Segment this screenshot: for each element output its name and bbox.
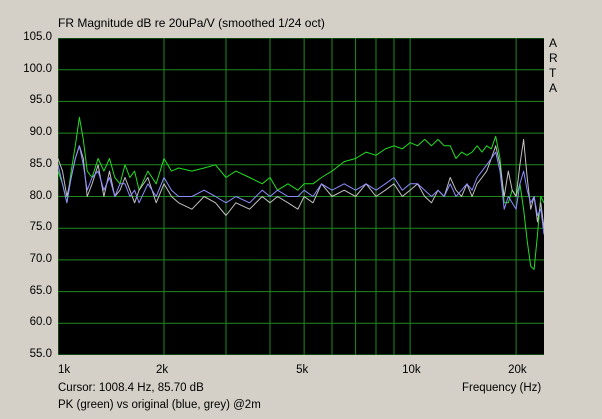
series-line-0 [58,116,544,270]
chart-caption: PK (green) vs original (blue, grey) @2m [58,399,261,411]
y-tick-label: 70.0 [29,252,52,265]
x-tick-label: 1k [58,364,71,376]
x-tick-label: 5k [296,364,309,376]
cursor-readout: Cursor: 1008.4 Hz, 85.70 dB [58,382,204,394]
series-line-2 [58,145,544,235]
y-tick-label: 105.0 [23,31,52,43]
arta-letter: T [549,66,557,80]
x-tick-label: 20k [508,364,527,376]
x-tick-label: 10k [402,364,421,376]
y-tick-label: 55.0 [29,348,52,360]
chart-title: FR Magnitude dB re 20uPa/V (smoothed 1/2… [58,16,325,30]
series-lines [58,116,544,270]
arta-letter: R [549,51,558,65]
plot-area[interactable] [58,38,544,355]
y-tick-label: 100.0 [23,62,52,75]
y-tick-label: 65.0 [29,284,52,297]
arta-letter: A [549,36,558,50]
x-axis-title: Frequency (Hz) [462,382,542,394]
y-tick-label: 90.0 [29,126,52,139]
x-tick-label: 2k [155,364,169,376]
y-tick-label: 60.0 [29,316,52,329]
y-tick-label: 80.0 [29,189,52,202]
y-tick-label: 95.0 [29,94,52,107]
y-tick-label: 75.0 [29,221,52,234]
arta-letter: A [549,81,558,95]
y-tick-label: 85.0 [29,157,52,170]
